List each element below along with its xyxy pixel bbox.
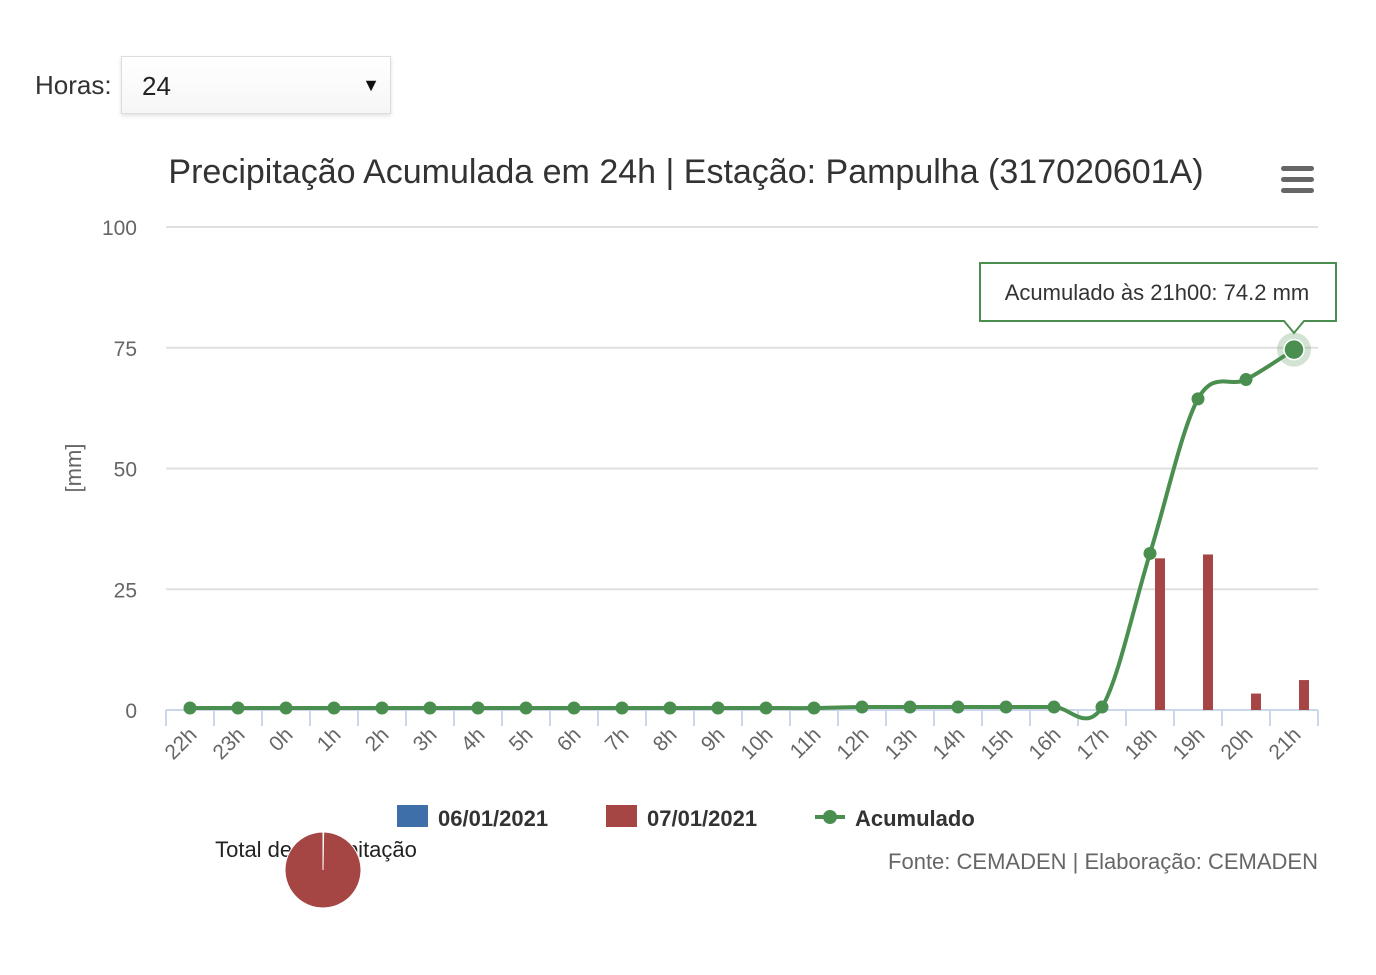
total-precipitation-pie: Total de precipitação bbox=[215, 831, 417, 909]
accumulated-point[interactable] bbox=[471, 701, 485, 715]
x-tick-label: 3h bbox=[409, 723, 442, 756]
y-tick-label: 0 bbox=[125, 700, 137, 723]
chart-title: Precipitação Acumulada em 24h | Estação:… bbox=[168, 153, 1203, 191]
hours-select[interactable]: 24 ▼ bbox=[121, 56, 391, 114]
bars bbox=[1155, 554, 1309, 710]
hamburger-menu-icon[interactable] bbox=[1266, 155, 1328, 203]
accumulated-point[interactable] bbox=[375, 701, 389, 715]
pie-slices bbox=[284, 831, 362, 909]
accumulated-point[interactable] bbox=[615, 701, 629, 715]
x-tick-label: 9h bbox=[697, 723, 730, 756]
legend-item-06-01-2021[interactable]: 06/01/2021 bbox=[397, 805, 548, 831]
x-tick-label: 18h bbox=[1120, 723, 1161, 764]
hours-label: Horas: bbox=[35, 70, 112, 100]
accumulated-point[interactable] bbox=[519, 701, 533, 715]
legend-item-acumulado[interactable]: Acumulado bbox=[815, 806, 975, 831]
accumulated-point[interactable] bbox=[855, 700, 869, 714]
bar-07-01-2021[interactable] bbox=[1155, 558, 1165, 710]
x-tick-label: 14h bbox=[928, 723, 969, 764]
accumulated-point[interactable] bbox=[1239, 373, 1253, 387]
accumulated-point[interactable] bbox=[567, 701, 581, 715]
x-tick-label: 4h bbox=[457, 723, 490, 756]
x-tick-label: 11h bbox=[786, 723, 826, 763]
pie-slice[interactable] bbox=[284, 831, 362, 909]
x-tick-label: 1h bbox=[313, 723, 346, 756]
y-tick-label: 25 bbox=[114, 579, 137, 602]
accumulated-point[interactable] bbox=[423, 701, 437, 715]
x-tick-label: 0h bbox=[265, 723, 298, 756]
bar-07-01-2021[interactable] bbox=[1203, 554, 1213, 710]
y-tick-label: 75 bbox=[114, 338, 137, 361]
legend-marker-acumulado bbox=[823, 810, 837, 824]
x-tick-label: 2h bbox=[361, 723, 394, 756]
x-tick-label: 16h bbox=[1024, 723, 1065, 764]
x-tick-label: 22h bbox=[160, 723, 201, 764]
x-tick-label: 6h bbox=[553, 723, 586, 756]
accumulated-point[interactable] bbox=[183, 701, 197, 715]
accumulated-line bbox=[183, 332, 1311, 721]
x-tick-label: 23h bbox=[208, 723, 249, 764]
legend-item-07-01-2021[interactable]: 07/01/2021 bbox=[606, 805, 757, 831]
x-tick-label: 5h bbox=[505, 723, 538, 756]
x-tick-label: 13h bbox=[880, 723, 921, 764]
accumulated-point[interactable] bbox=[1283, 338, 1305, 361]
x-axis: 22h 23h 0h 1h 2h 3h 4h 5h 6h 7h 8h 9h 10h 11h 12h 13h 14… bbox=[160, 709, 1319, 764]
y-axis-ticks: 0 25 50 75 100 bbox=[102, 217, 137, 723]
x-tick-label: 12h bbox=[832, 723, 873, 764]
legend-label-07: 07/01/2021 bbox=[647, 806, 757, 831]
accumulated-point[interactable] bbox=[807, 701, 821, 715]
x-tick-label: 19h bbox=[1168, 723, 1209, 764]
accumulated-point[interactable] bbox=[999, 700, 1013, 714]
chart-credits: Fonte: CEMADEN | Elaboração: CEMADEN bbox=[888, 849, 1318, 874]
x-tick-label: 17h bbox=[1072, 723, 1113, 764]
accumulated-point[interactable] bbox=[711, 701, 725, 715]
accumulated-point[interactable] bbox=[1191, 392, 1205, 406]
y-tick-label: 100 bbox=[102, 217, 137, 240]
legend-swatch-06 bbox=[397, 805, 428, 827]
tooltip: Acumulado às 21h00: 74.2 mm bbox=[979, 262, 1337, 335]
accumulated-point[interactable] bbox=[903, 700, 917, 714]
y-axis-title: [mm] bbox=[61, 444, 86, 493]
tooltip-text: Acumulado às 21h00: 74.2 mm bbox=[1005, 280, 1310, 305]
accumulated-point[interactable] bbox=[327, 701, 341, 715]
x-tick-label: 20h bbox=[1216, 723, 1257, 764]
accumulated-point[interactable] bbox=[1095, 700, 1109, 714]
accumulated-point[interactable] bbox=[279, 701, 293, 715]
x-tick-label: 21h bbox=[1264, 723, 1305, 764]
legend-label-06: 06/01/2021 bbox=[438, 806, 548, 831]
accumulated-point[interactable] bbox=[759, 701, 773, 715]
accumulated-point[interactable] bbox=[663, 701, 677, 715]
hours-select-value: 24 bbox=[142, 71, 171, 101]
accumulated-point[interactable] bbox=[1047, 700, 1061, 714]
dropdown-arrow-icon: ▼ bbox=[362, 75, 380, 95]
accumulated-point[interactable] bbox=[951, 700, 965, 714]
x-tick-label: 10h bbox=[736, 723, 777, 764]
legend-swatch-07 bbox=[606, 805, 637, 827]
legend-label-acumulado: Acumulado bbox=[855, 806, 975, 831]
bar-07-01-2021[interactable] bbox=[1251, 693, 1261, 710]
legend: 06/01/2021 07/01/2021 Acumulado bbox=[397, 805, 975, 831]
accumulated-line-path bbox=[189, 347, 1296, 721]
accumulated-point[interactable] bbox=[231, 701, 245, 715]
x-tick-label: 15h bbox=[976, 723, 1017, 764]
y-tick-label: 50 bbox=[114, 459, 137, 482]
accumulated-point[interactable] bbox=[1143, 546, 1157, 560]
x-tick-label: 8h bbox=[649, 723, 682, 756]
x-tick-label: 7h bbox=[601, 723, 634, 756]
bar-07-01-2021[interactable] bbox=[1299, 680, 1309, 710]
